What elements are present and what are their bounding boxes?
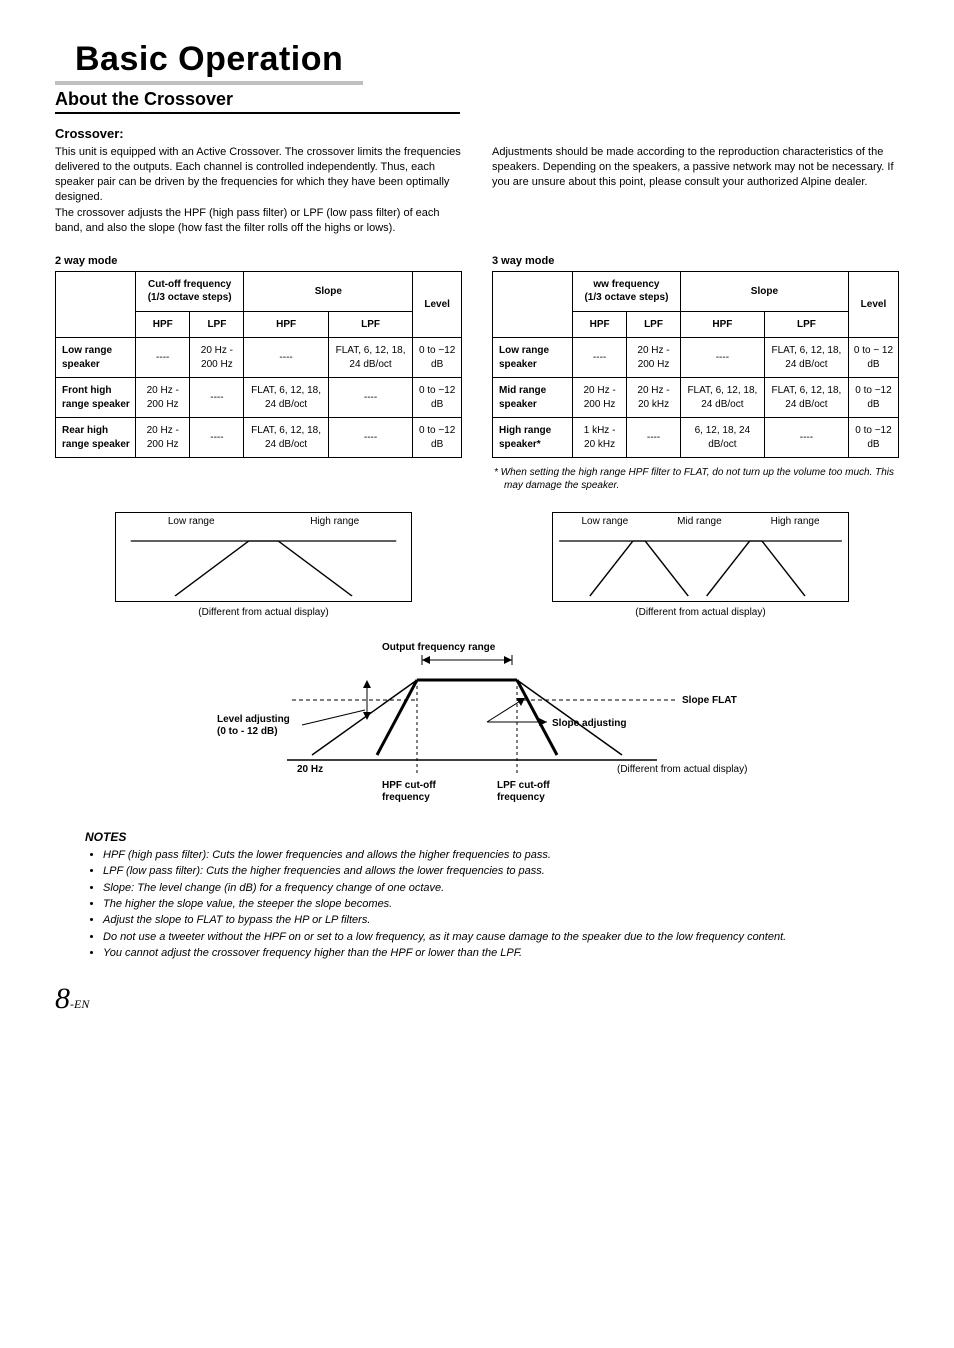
table-row: Low range speaker ---- 20 Hz - 200 Hz --… [493,338,899,378]
chart2-caption: (Different from actual display) [115,606,412,620]
big-diagram-svg: Output frequency range Slope FLAT Slope … [117,640,837,810]
hdr-shpf: HPF [680,311,764,338]
footnote-star: * When setting the high range HPF filter… [492,466,899,492]
crossover-subhead: Crossover: [55,126,899,141]
lbl-slope-adj: Slope adjusting [552,718,626,729]
note-item: Adjust the slope to FLAT to bypass the H… [103,913,899,928]
hdr-shpf: HPF [244,311,328,338]
notes-heading: NOTES [55,830,899,844]
table-row: Low range speaker ---- 20 Hz - 200 Hz --… [56,338,462,378]
big-diagram: Output frequency range Slope FLAT Slope … [117,640,837,810]
hdr-level: Level [848,271,898,338]
hdr-level: Level [413,271,462,338]
section-heading: About the Crossover [55,89,460,114]
table-row: Mid range speaker 20 Hz - 200 Hz 20 Hz -… [493,378,899,418]
hdr-slope: Slope [680,271,848,311]
lbl-level-adj-2: (0 to - 12 dB) [217,726,278,737]
lbl-lpf-cut-2: frequency [497,792,545,803]
mode2-label: 2 way mode [55,254,462,269]
hdr-lpf: LPF [190,311,244,338]
hdr-cutoff: Cut-off frequency (1/3 octave steps) [136,271,244,311]
intro-para-2: The crossover adjusts the HPF (high pass… [55,206,462,236]
page-number: 8-EN [55,982,899,1016]
notes-list: HPF (high pass filter): Cuts the lower f… [55,848,899,962]
lbl-slope-flat: Slope FLAT [682,695,737,706]
page-title: Basic Operation [55,40,363,85]
note-item: HPF (high pass filter): Cuts the lower f… [103,848,899,863]
intro-right-col: Adjustments should be made according to … [492,145,899,236]
lbl-diagram-caption: (Different from actual display) [617,764,747,775]
lbl-20hz: 20 Hz [297,764,323,775]
chart3-box: Low range Mid range High range [552,512,849,602]
note-item: You cannot adjust the crossover frequenc… [103,946,899,961]
chart3-label-high: High range [771,515,820,529]
hdr-hpf: HPF [573,311,627,338]
chart3-caption: (Different from actual display) [552,606,849,620]
hdr-slpf: LPF [764,311,848,338]
lbl-hpf-cut-1: HPF cut-off [382,780,437,791]
chart2-label-low: Low range [168,515,215,529]
table-row: High range speaker* 1 kHz - 20 kHz ---- … [493,418,899,458]
mode3-label: 3 way mode [492,254,899,269]
note-item: Slope: The level change (in dB) for a fr… [103,881,899,896]
hdr-lpf: LPF [627,311,681,338]
note-item: The higher the slope value, the steeper … [103,897,899,912]
lbl-level-adj-1: Level adjusting [217,714,290,725]
chart3-label-low: Low range [581,515,628,529]
note-item: Do not use a tweeter without the HPF on … [103,930,899,945]
intro-para-1: This unit is equipped with an Active Cro… [55,145,462,204]
small-charts-row: Low range High range (Different from act… [55,492,899,620]
chart2-svg [116,531,411,601]
mode2-col: 2 way mode Cut-off frequency (1/3 octave… [55,236,462,492]
mode2-table: Cut-off frequency (1/3 octave steps) Slo… [55,271,462,459]
hdr-slope: Slope [244,271,413,311]
hdr-slpf: LPF [328,311,412,338]
table-row: Rear high range speaker 20 Hz - 200 Hz -… [56,418,462,458]
intro-left-col: This unit is equipped with an Active Cro… [55,145,462,236]
hdr-cutoff: ww frequency (1/3 octave steps) [573,271,681,311]
chart3-wrap: Low range Mid range High range (Differen… [502,492,899,620]
intro-columns: This unit is equipped with an Active Cro… [55,145,899,236]
lbl-lpf-cut-1: LPF cut-off [497,780,550,791]
page-number-suffix: -EN [70,997,89,1011]
tables-row: 2 way mode Cut-off frequency (1/3 octave… [55,236,899,492]
chart2-box: Low range High range [115,512,412,602]
lbl-output-range: Output frequency range [382,642,496,653]
intro-para-right: Adjustments should be made according to … [492,145,899,190]
mode3-table: ww frequency (1/3 octave steps) Slope Le… [492,271,899,459]
chart2-label-high: High range [310,515,359,529]
table-row: Front high range speaker 20 Hz - 200 Hz … [56,378,462,418]
lbl-hpf-cut-2: frequency [382,792,430,803]
note-item: LPF (low pass filter): Cuts the higher f… [103,864,899,879]
page-number-value: 8 [55,982,70,1015]
mode3-col: 3 way mode ww frequency (1/3 octave step… [492,236,899,492]
chart2-wrap: Low range High range (Different from act… [55,492,472,620]
chart3-svg [553,531,848,601]
chart3-label-mid: Mid range [677,515,721,529]
hdr-hpf: HPF [136,311,190,338]
